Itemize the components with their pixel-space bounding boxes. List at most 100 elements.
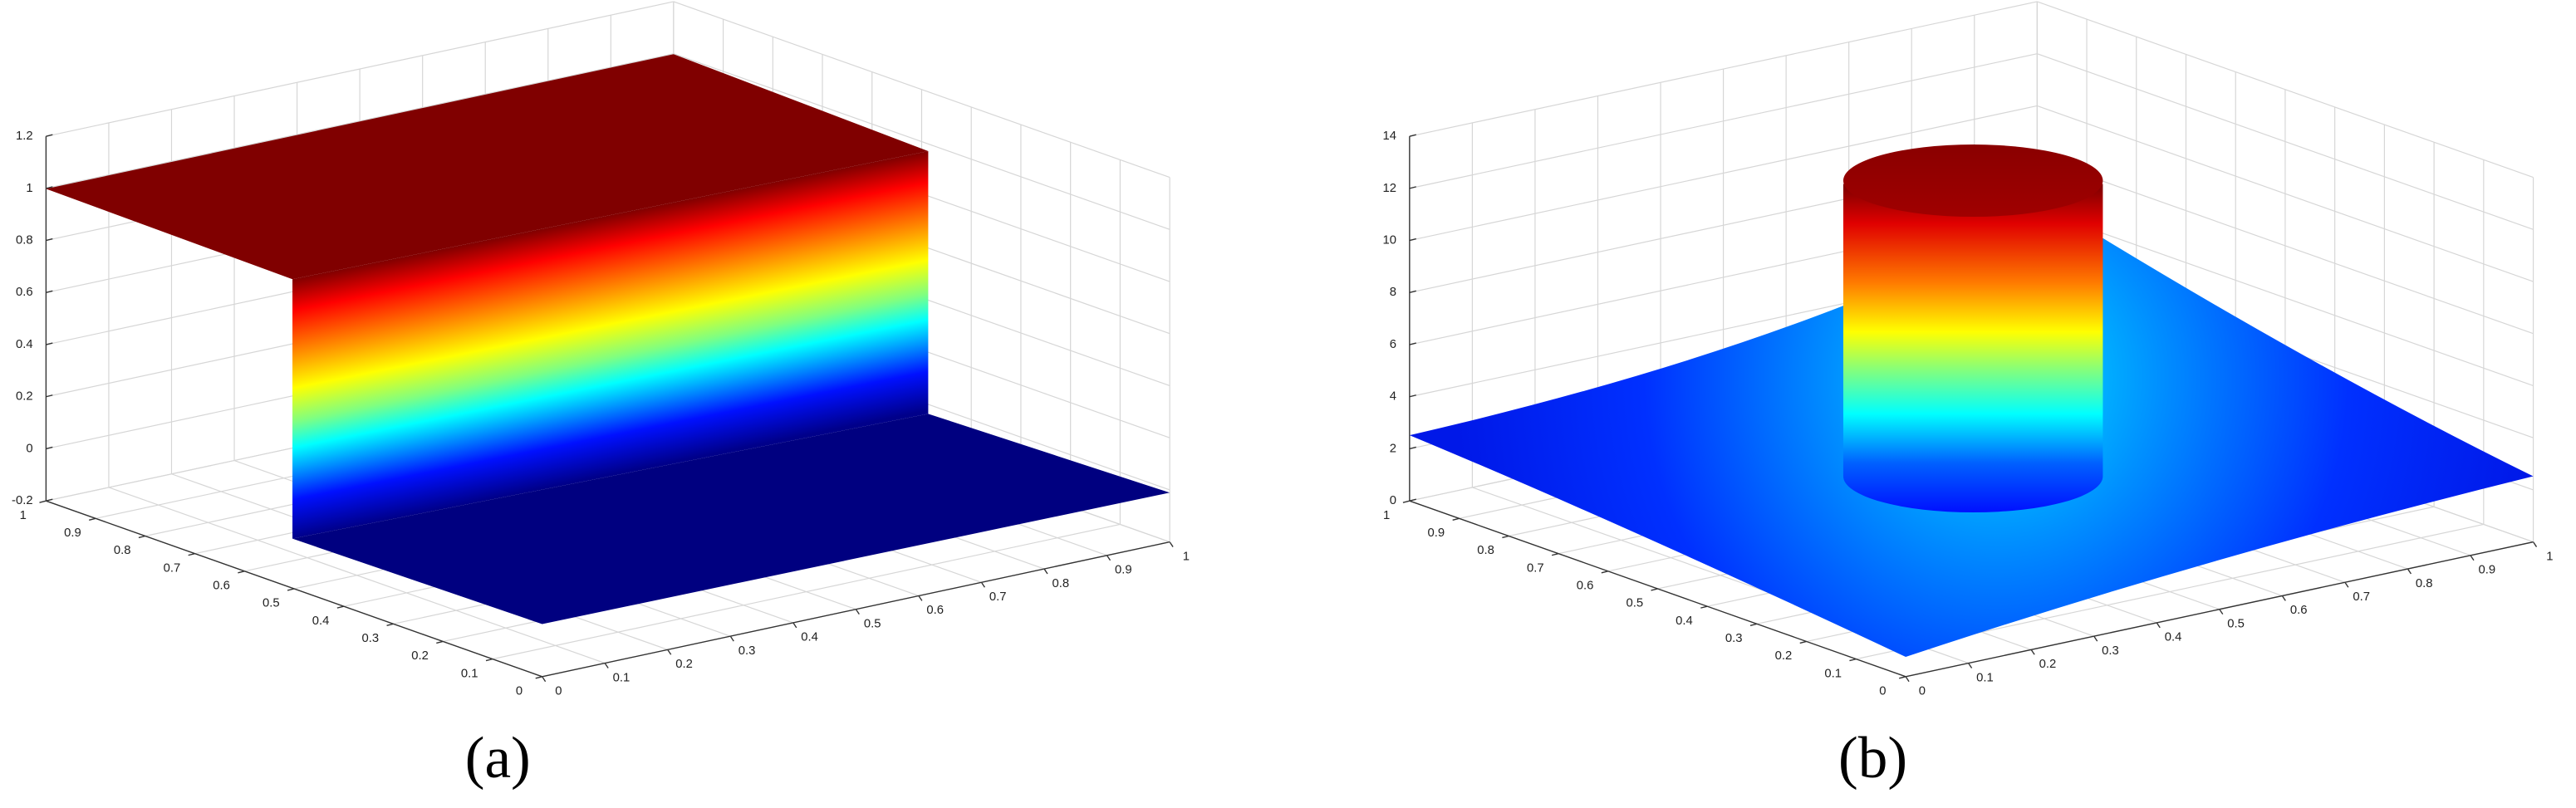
tick-mark <box>2407 568 2412 575</box>
x-tick-label: 0 <box>1919 685 1926 698</box>
tick-mark <box>604 663 609 668</box>
tick-mark <box>46 446 53 450</box>
y-tick-label: 0.8 <box>114 544 131 557</box>
tick-mark <box>1899 676 1906 679</box>
z-tick-label: 8 <box>1390 286 1396 299</box>
tick-mark <box>436 640 444 644</box>
tick-mark <box>1402 500 1411 503</box>
y-tick-label: 0.1 <box>461 667 478 680</box>
x-tick-label: 0.1 <box>1976 671 1994 684</box>
x-tick-label: 0 <box>555 685 562 698</box>
tick-mark <box>46 134 53 137</box>
tick-mark <box>1409 394 1416 398</box>
x-tick-label: 0.5 <box>864 617 881 630</box>
y-tick-label: 0.2 <box>411 649 429 663</box>
floor <box>292 414 1170 624</box>
x-tick-label: 0.6 <box>926 604 944 617</box>
cylinder <box>1842 184 2103 513</box>
grid-line <box>673 53 1170 230</box>
tick-mark <box>1749 623 1758 626</box>
tick-mark <box>1502 535 1509 539</box>
y-tick-label: 0.3 <box>1725 632 1743 645</box>
y-tick-label: 0.7 <box>164 561 181 575</box>
y-tick-label: 0.3 <box>361 632 379 645</box>
x-tick-label: 0.2 <box>675 658 693 671</box>
x-tick-label: 0.3 <box>738 644 756 658</box>
x-tick-label: 0.4 <box>2165 631 2182 644</box>
grid-line <box>1409 53 2038 189</box>
y-tick-label: 0.9 <box>1428 526 1445 540</box>
tick-mark <box>1849 658 1857 662</box>
tick-mark <box>542 676 547 683</box>
tick-mark <box>792 622 797 629</box>
tick-mark <box>1409 446 1416 450</box>
tick-mark <box>2093 635 2098 642</box>
tick-mark <box>729 635 734 642</box>
tick-mark <box>1106 555 1111 561</box>
grid-line <box>2037 53 2534 230</box>
tick-mark <box>2532 541 2538 547</box>
plateau <box>46 54 929 280</box>
grid-line <box>2037 209 2534 387</box>
tick-mark <box>2470 555 2475 561</box>
grid-line <box>46 53 674 189</box>
tick-mark <box>1968 663 1973 668</box>
tick-mark <box>485 658 493 662</box>
y-tick-label: 0.8 <box>1477 544 1494 557</box>
x-tick-label: 0.8 <box>2416 577 2433 590</box>
y-tick-label: 0.4 <box>1676 615 1693 628</box>
tick-mark <box>2156 622 2161 629</box>
tick-mark <box>1799 640 1807 644</box>
x-tick-label: 1 <box>2546 550 2553 563</box>
panel-label: (a) <box>465 726 531 791</box>
z-tick-label: 0 <box>1390 494 1396 507</box>
tick-mark <box>336 605 344 609</box>
x-tick-label: 0.4 <box>801 631 818 644</box>
tick-mark <box>386 623 394 626</box>
grid-line <box>2037 105 2534 282</box>
y-tick-label: 0.2 <box>1775 649 1793 663</box>
tick-mark <box>1700 605 1708 609</box>
tick-mark <box>1409 186 1416 189</box>
x-tick-label: 0.7 <box>989 590 1007 604</box>
z-tick-label: 0.4 <box>16 338 33 351</box>
tick-mark <box>2281 595 2286 601</box>
tick-mark <box>46 498 53 502</box>
y-tick-label: 0 <box>1879 685 1886 698</box>
grid-line <box>2037 1 2534 179</box>
tick-mark <box>89 517 96 521</box>
z-tick-label: 2 <box>1390 442 1396 455</box>
grid-line <box>46 1 674 137</box>
tick-mark <box>1601 570 1608 574</box>
tick-mark <box>535 676 542 679</box>
grid-line <box>673 1 1170 179</box>
x-tick-label: 0.9 <box>2478 564 2495 577</box>
z-tick-label: 1.2 <box>16 130 33 143</box>
grid-line <box>2037 157 2534 335</box>
axis-line <box>1905 541 2534 678</box>
cylinder-top <box>1842 144 2103 218</box>
tick-mark <box>1409 290 1416 293</box>
tick-mark <box>39 500 47 503</box>
axis-line <box>542 541 1170 678</box>
tick-mark <box>1409 342 1416 345</box>
surface-a <box>46 54 1170 624</box>
tick-mark <box>855 609 860 615</box>
tick-mark <box>46 238 53 242</box>
y-tick-label: 0.5 <box>1626 597 1643 610</box>
tick-mark <box>46 342 53 345</box>
tick-mark <box>46 290 53 293</box>
tick-mark <box>2030 649 2035 655</box>
x-tick-label: 1 <box>1183 550 1190 563</box>
z-tick-label: 14 <box>1383 130 1397 143</box>
tick-mark <box>2344 581 2349 588</box>
grid-line <box>1409 105 2038 242</box>
x-tick-label: 0.5 <box>2227 617 2245 630</box>
tick-mark <box>1409 134 1416 137</box>
panel-label: (b) <box>1838 726 1907 791</box>
x-tick-label: 0.3 <box>2102 644 2119 658</box>
x-tick-label: 0.8 <box>1052 577 1069 590</box>
z-tick-label: -0.2 <box>12 494 33 507</box>
tick-mark <box>980 581 986 588</box>
